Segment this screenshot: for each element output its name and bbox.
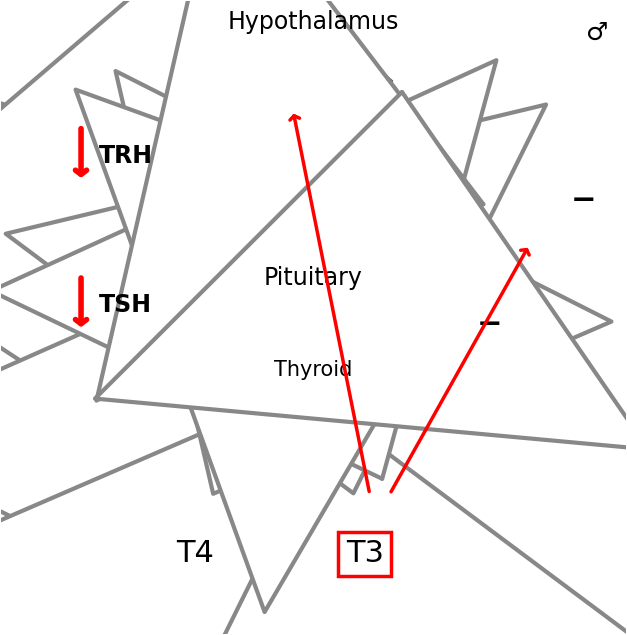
FancyArrowPatch shape bbox=[0, 0, 304, 547]
FancyArrowPatch shape bbox=[0, 60, 497, 612]
FancyArrowPatch shape bbox=[0, 71, 611, 635]
Text: −: − bbox=[571, 186, 596, 215]
Polygon shape bbox=[233, 46, 393, 116]
FancyArrowPatch shape bbox=[6, 105, 627, 635]
Text: TSH: TSH bbox=[99, 293, 152, 317]
Text: Hypothalamus: Hypothalamus bbox=[228, 10, 399, 34]
Ellipse shape bbox=[283, 334, 403, 405]
Polygon shape bbox=[243, 163, 382, 258]
Text: Thyroid: Thyroid bbox=[274, 360, 352, 380]
Text: T3: T3 bbox=[345, 540, 384, 568]
Ellipse shape bbox=[223, 334, 343, 405]
Text: Pituitary: Pituitary bbox=[263, 266, 362, 290]
Text: ♂: ♂ bbox=[586, 22, 609, 45]
Text: T4: T4 bbox=[177, 540, 214, 568]
FancyArrowPatch shape bbox=[0, 0, 347, 635]
FancyArrowPatch shape bbox=[95, 0, 627, 450]
Text: −: − bbox=[477, 311, 502, 340]
Text: TRH: TRH bbox=[99, 144, 153, 168]
